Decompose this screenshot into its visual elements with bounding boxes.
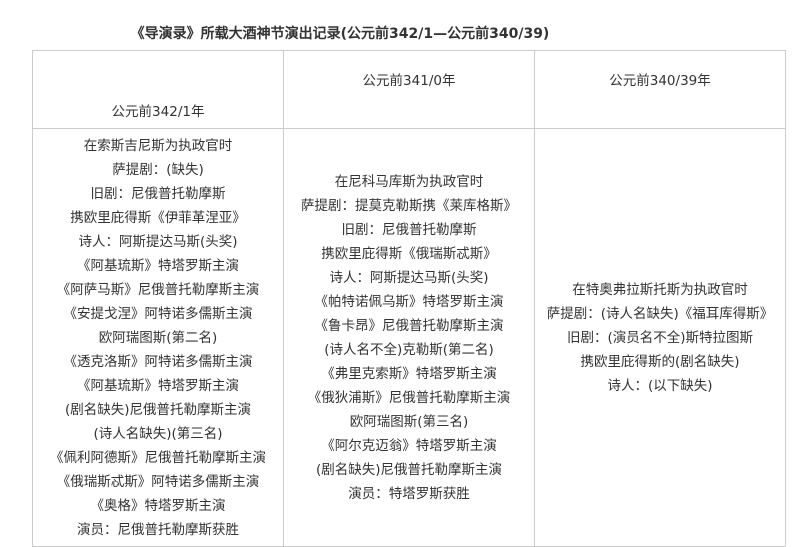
record-line: (诗人名不全)克勒斯(第二名) <box>324 341 494 358</box>
record-line: 萨提剧：提莫克勒斯携《莱库格斯》 <box>301 197 517 214</box>
record-line: 《帕特诺佩乌斯》特塔罗斯主演 <box>314 293 504 310</box>
record-line: 《阿萨马斯》尼俄普托勒摩斯主演 <box>56 281 260 298</box>
record-line: 诗人：阿斯提达马斯(头奖) <box>329 269 489 286</box>
record-line: 《阿基琉斯》特塔罗斯主演 <box>77 257 239 274</box>
record-cell-341: 在尼科马库斯为执政官时萨提剧：提莫克勒斯携《莱库格斯》 旧剧：尼俄普托勒摩斯携欧里… <box>283 128 535 547</box>
record-line: (诗人名缺失)(第三名) <box>93 425 223 442</box>
record-line: 演员：尼俄普托勒摩斯获胜 <box>77 521 239 538</box>
record-line: 《鲁卡昂》尼俄普托勒摩斯主演 <box>314 317 504 334</box>
record-line: (剧名缺失)尼俄普托勒摩斯主演 <box>315 461 503 478</box>
header-row: 公元前342/1年 公元前341/0年 公元前340/39年 <box>32 50 786 129</box>
record-line: 旧剧：尼俄普托勒摩斯 <box>341 221 477 238</box>
record-line: 《佩利阿德斯》尼俄普托勒摩斯主演 <box>50 449 266 466</box>
record-line: 《俄瑞斯忒斯》阿特诺多儒斯主演 <box>56 473 260 490</box>
record-line: 在尼科马库斯为执政官时 <box>334 173 484 190</box>
record-line: 《安提戈涅》阿特诺多儒斯主演 <box>63 305 253 322</box>
record-line: 旧剧：尼俄普托勒摩斯 <box>90 185 226 202</box>
record-line: 在索斯吉尼斯为执政官时 <box>83 137 233 154</box>
record-line: 携欧里庇得斯《伊菲革涅亚》 <box>70 209 246 226</box>
record-line: 《阿尔克迈翁》特塔罗斯主演 <box>321 437 497 454</box>
page-title: 《导演录》所载大酒神节演出记录(公元前342/1—公元前340/39) <box>130 26 550 42</box>
performance-records-table: 公元前342/1年 公元前341/0年 公元前340/39年 在索斯吉尼斯为执政… <box>32 50 786 547</box>
record-line: 萨提剧：(诗人名缺失)《福耳库得斯》 <box>546 305 774 322</box>
header-cell-341: 公元前341/0年 <box>283 50 535 129</box>
record-line: 《俄狄浦斯》尼俄普托勒摩斯主演 <box>307 389 511 406</box>
record-line: (剧名缺失)尼俄普托勒摩斯主演 <box>64 401 252 418</box>
record-line: 《奥格》特塔罗斯主演 <box>90 497 226 514</box>
record-line: 演员：特塔罗斯获胜 <box>348 485 470 502</box>
record-line: 在特奥弗拉斯托斯为执政官时 <box>572 281 748 298</box>
header-cell-340: 公元前340/39年 <box>534 50 786 129</box>
record-line: 《弗里克索斯》特塔罗斯主演 <box>321 365 497 382</box>
record-line: 《阿基琉斯》特塔罗斯主演 <box>77 377 239 394</box>
record-line: 欧阿瑞图斯(第二名) <box>98 329 218 346</box>
record-line: 携欧里庇得斯《俄瑞斯忒斯》 <box>321 245 497 262</box>
record-cell-342: 在索斯吉尼斯为执政官时 萨提剧：(缺失) 旧剧：尼俄普托勒摩斯携欧里庇得斯《伊菲革涅… <box>32 128 284 547</box>
record-line: 诗人：(以下缺失) <box>607 377 713 394</box>
record-line: 旧剧：(演员名不全)斯特拉图斯 <box>566 329 754 346</box>
record-line: 萨提剧：(缺失) <box>112 161 204 178</box>
record-line: 携欧里庇得斯的(剧名缺失) <box>580 353 740 370</box>
record-cell-340: 在特奥弗拉斯托斯为执政官时萨提剧：(诗人名缺失)《福耳库得斯》 旧剧：(演员名不全… <box>534 128 786 547</box>
record-line: 欧阿瑞图斯(第三名) <box>349 413 469 430</box>
header-cell-342: 公元前342/1年 <box>32 50 284 129</box>
records-row: 在索斯吉尼斯为执政官时 萨提剧：(缺失) 旧剧：尼俄普托勒摩斯 携欧里庇得斯《伊菲革涅… <box>32 128 786 547</box>
record-line: 诗人：阿斯提达马斯(头奖) <box>78 233 238 250</box>
record-line: 《透克洛斯》阿特诺多儒斯主演 <box>63 353 253 370</box>
